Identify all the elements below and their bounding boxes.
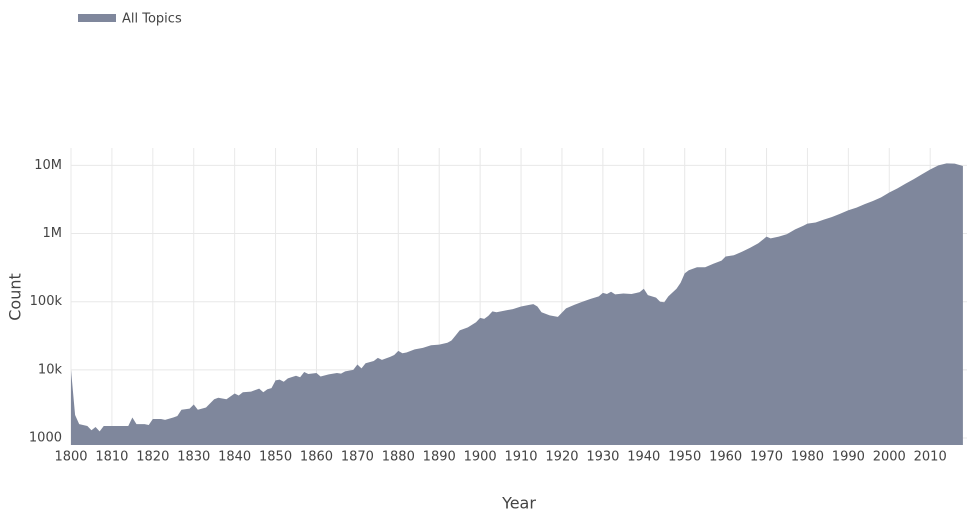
x-tick-label: 1870 [341,450,374,465]
y-tick-label: 10M [34,158,62,173]
x-tick-label: 1890 [423,450,456,465]
x-tick-label: 1900 [464,450,497,465]
legend-swatch [78,14,116,22]
x-tick-label: 1920 [545,450,578,465]
x-tick-label: 1800 [54,450,87,465]
x-tick-label: 1850 [259,450,292,465]
y-tick-label: 10k [38,362,63,377]
x-tick-label: 1910 [504,450,537,465]
x-tick-label: 2010 [914,450,947,465]
x-tick-label: 1810 [95,450,128,465]
x-tick-label: 1990 [832,450,865,465]
x-axis-title: Year [501,494,536,513]
x-tick-label: 1960 [709,450,742,465]
x-tick-label: 1980 [791,450,824,465]
y-tick-label: 1000 [29,431,62,446]
x-tick-label: 1860 [300,450,333,465]
legend-label: All Topics [122,12,182,27]
y-axis-title: Count [6,273,25,321]
y-tick-label: 1M [43,226,63,241]
x-tick-label: 1820 [136,450,169,465]
y-tick-label: 100k [30,294,63,309]
x-tick-label: 1880 [382,450,415,465]
x-tick-label: 1930 [586,450,619,465]
x-tick-label: 1950 [668,450,701,465]
area [71,163,963,445]
x-tick-label: 1840 [218,450,251,465]
x-tick-label: 1970 [750,450,783,465]
x-tick-label: 1940 [627,450,660,465]
x-tick-label: 1830 [177,450,210,465]
x-tick-label: 2000 [873,450,906,465]
